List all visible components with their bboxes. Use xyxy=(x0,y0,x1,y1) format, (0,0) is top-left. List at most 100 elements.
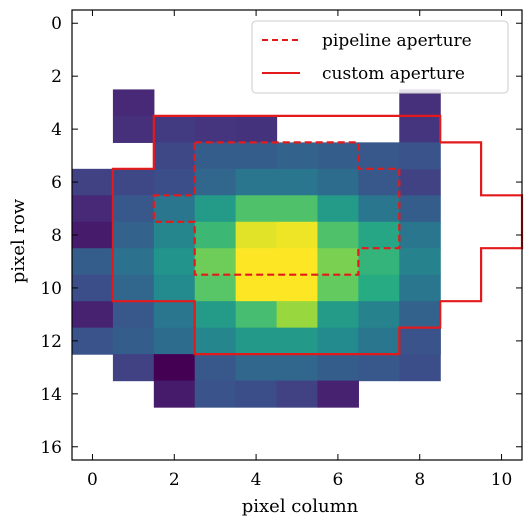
heatmap-cell xyxy=(153,327,196,355)
heatmap-cell xyxy=(276,221,319,249)
heatmap-cell xyxy=(317,327,359,355)
x-tick-label: 10 xyxy=(491,470,513,490)
heatmap-cell xyxy=(235,115,278,143)
x-tick-label: 0 xyxy=(87,470,98,490)
heatmap-cell xyxy=(72,168,114,196)
heatmap-cell xyxy=(358,274,400,302)
heatmap-cell xyxy=(399,301,441,329)
heatmap-cell xyxy=(276,354,319,382)
heatmap-cell xyxy=(153,168,196,196)
legend-custom-label: custom aperture xyxy=(322,64,465,84)
heatmap-cell xyxy=(72,221,114,249)
y-tick-label: 0 xyxy=(51,14,62,34)
heatmap-cell xyxy=(317,195,359,223)
heatmap-cell xyxy=(358,168,400,196)
heatmap-cell xyxy=(194,354,237,382)
heatmap-cell xyxy=(358,248,400,276)
heatmap-cell xyxy=(112,195,155,223)
heatmap-cell xyxy=(358,354,400,382)
y-tick-label: 16 xyxy=(40,438,62,458)
heatmap-cell xyxy=(153,221,196,249)
heatmap-cell xyxy=(358,301,400,329)
heatmap-cell xyxy=(399,115,441,143)
heatmap-cell xyxy=(358,327,400,355)
heatmap-cell xyxy=(153,380,196,408)
y-tick-label: 12 xyxy=(40,332,62,352)
heatmap-cell xyxy=(399,248,441,276)
y-tick-label: 6 xyxy=(51,173,62,193)
heatmap-cell xyxy=(276,327,319,355)
heatmap-cell xyxy=(72,301,114,329)
heatmap-cell xyxy=(72,248,114,276)
heatmap-cell xyxy=(317,301,359,329)
heatmap-cell xyxy=(235,248,278,276)
heatmap-cell xyxy=(112,89,155,117)
heatmap-cell xyxy=(194,115,237,143)
y-tick-label: 2 xyxy=(51,67,62,87)
heatmap-cell xyxy=(358,195,400,223)
heatmap-cell xyxy=(194,168,237,196)
x-axis-label: pixel column xyxy=(242,496,359,517)
heatmap-cell xyxy=(153,248,196,276)
heatmap-cell xyxy=(235,274,278,302)
heatmap-cell xyxy=(358,142,400,170)
heatmap-cell xyxy=(153,354,196,382)
heatmap-cell xyxy=(235,221,278,249)
heatmap-cell xyxy=(317,248,359,276)
legend-box xyxy=(251,20,509,94)
heatmap-cell xyxy=(112,115,155,143)
custom-aperture-outline xyxy=(111,114,524,356)
heatmap-cell xyxy=(235,168,278,196)
tick-marks-and-labels: 0 2 4 6 8 10 0 2 4 6 8 10 12 14 16 xyxy=(40,10,522,490)
heatmap-cell xyxy=(194,195,237,223)
heatmap-cell xyxy=(235,142,278,170)
heatmap-cell xyxy=(112,221,155,249)
heatmap-cell xyxy=(317,354,359,382)
heatmap-cell xyxy=(153,301,196,329)
heatmap-cell xyxy=(235,195,278,223)
heatmap-cell xyxy=(194,142,237,170)
heatmap-cell xyxy=(276,274,319,302)
heatmap-cell xyxy=(276,380,319,408)
heatmap-cell xyxy=(153,274,196,302)
heatmap-cell xyxy=(194,248,237,276)
y-tick-label: 8 xyxy=(51,226,62,246)
heatmap-cell xyxy=(235,380,278,408)
heatmap-cell xyxy=(112,354,155,382)
heatmap-cell xyxy=(399,354,441,382)
heatmap-cell xyxy=(112,168,155,196)
heatmap-cell xyxy=(153,142,196,170)
heatmap-cell xyxy=(399,274,441,302)
y-tick-label: 4 xyxy=(51,120,62,140)
heatmap-cell xyxy=(72,274,114,302)
heatmap-cell xyxy=(358,221,400,249)
x-tick-label: 8 xyxy=(414,470,425,490)
heatmap-cell xyxy=(276,301,319,329)
heatmap-cell xyxy=(399,168,441,196)
x-tick-label: 4 xyxy=(251,470,262,490)
heatmap-cell xyxy=(399,195,441,223)
heatmap-cells xyxy=(72,89,441,408)
heatmap-cell xyxy=(276,195,319,223)
heatmap-cell xyxy=(194,221,237,249)
heatmap-cell xyxy=(399,142,441,170)
heatmap-cell xyxy=(194,301,237,329)
heatmap-cell xyxy=(276,248,319,276)
heatmap-cell xyxy=(153,115,196,143)
heatmap-cell xyxy=(317,221,359,249)
heatmap-cell xyxy=(194,327,237,355)
heatmap-cell xyxy=(276,142,319,170)
x-tick-label: 2 xyxy=(169,470,180,490)
aperture-outlines xyxy=(111,114,524,356)
heatmap-cell xyxy=(399,89,441,117)
heatmap-cell xyxy=(399,327,441,355)
heatmap-cell xyxy=(317,142,359,170)
heatmap-cell xyxy=(235,354,278,382)
legend: pipeline aperture custom aperture xyxy=(251,20,509,94)
heatmap-cell xyxy=(235,301,278,329)
pipeline-aperture-outline xyxy=(152,141,401,276)
heatmap-cell xyxy=(112,301,155,329)
legend-pipeline-label: pipeline aperture xyxy=(322,31,472,51)
heatmap-cell xyxy=(276,168,319,196)
